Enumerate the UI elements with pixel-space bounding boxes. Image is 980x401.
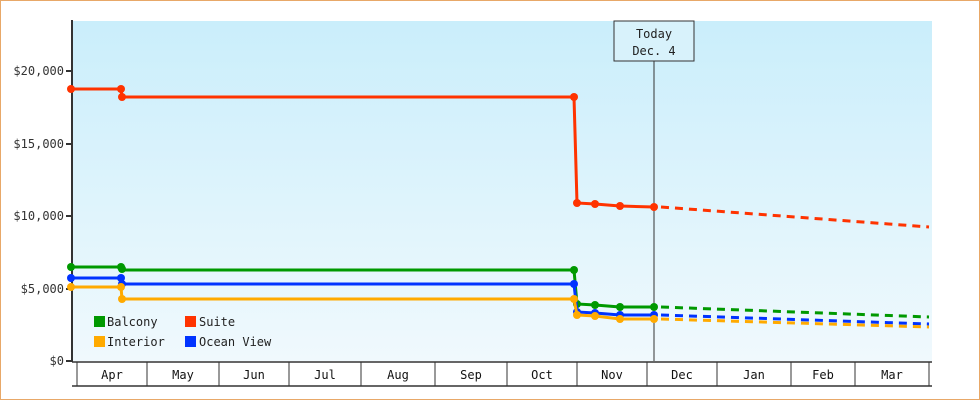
series-interior [67, 283, 930, 329]
y-tick-5000: $5,000 [21, 282, 64, 296]
x-tick-sep: Sep [460, 368, 482, 382]
legend-label-suite: Suite [199, 315, 235, 329]
x-tick-oct: Oct [531, 368, 553, 382]
y-tick-10000: $10,000 [13, 209, 64, 223]
legend-item-interior[interactable]: Interior [94, 335, 165, 349]
balcony-swatch [94, 316, 105, 327]
legend-label-balcony: Balcony [107, 315, 158, 329]
suite-swatch [185, 316, 196, 327]
x-tick-dec: Dec [671, 368, 693, 382]
x-tick-feb: Feb [812, 368, 834, 382]
legend-label-interior: Interior [107, 335, 165, 349]
legend: Balcony Suite Interior Ocean View [94, 315, 272, 349]
x-tick-mar: Mar [881, 368, 903, 382]
legend-item-ocean-view[interactable]: Ocean View [185, 335, 272, 349]
x-tick-jun: Jun [243, 368, 265, 382]
x-axis-months [72, 361, 932, 387]
today-date: Dec. 4 [632, 44, 675, 58]
legend-item-suite[interactable]: Suite [185, 315, 235, 329]
legend-item-balcony[interactable]: Balcony [94, 315, 158, 329]
x-tick-jan: Jan [743, 368, 765, 382]
series-suite [67, 85, 930, 229]
plot-area [72, 21, 932, 361]
today-box [613, 20, 695, 62]
x-tick-may: May [172, 368, 194, 382]
x-tick-jul: Jul [314, 368, 336, 382]
y-tick-0: $0 [50, 354, 64, 368]
ocean-view-swatch [185, 336, 196, 347]
x-tick-aug: Aug [387, 368, 409, 382]
interior-swatch [94, 336, 105, 347]
y-tick-20000: $20,000 [13, 64, 64, 78]
today-label: Today [636, 27, 672, 41]
y-tick-15000: $15,000 [13, 137, 64, 151]
x-tick-apr: Apr [101, 368, 123, 382]
x-tick-nov: Nov [601, 368, 623, 382]
legend-label-ocean-view: Ocean View [199, 335, 272, 349]
